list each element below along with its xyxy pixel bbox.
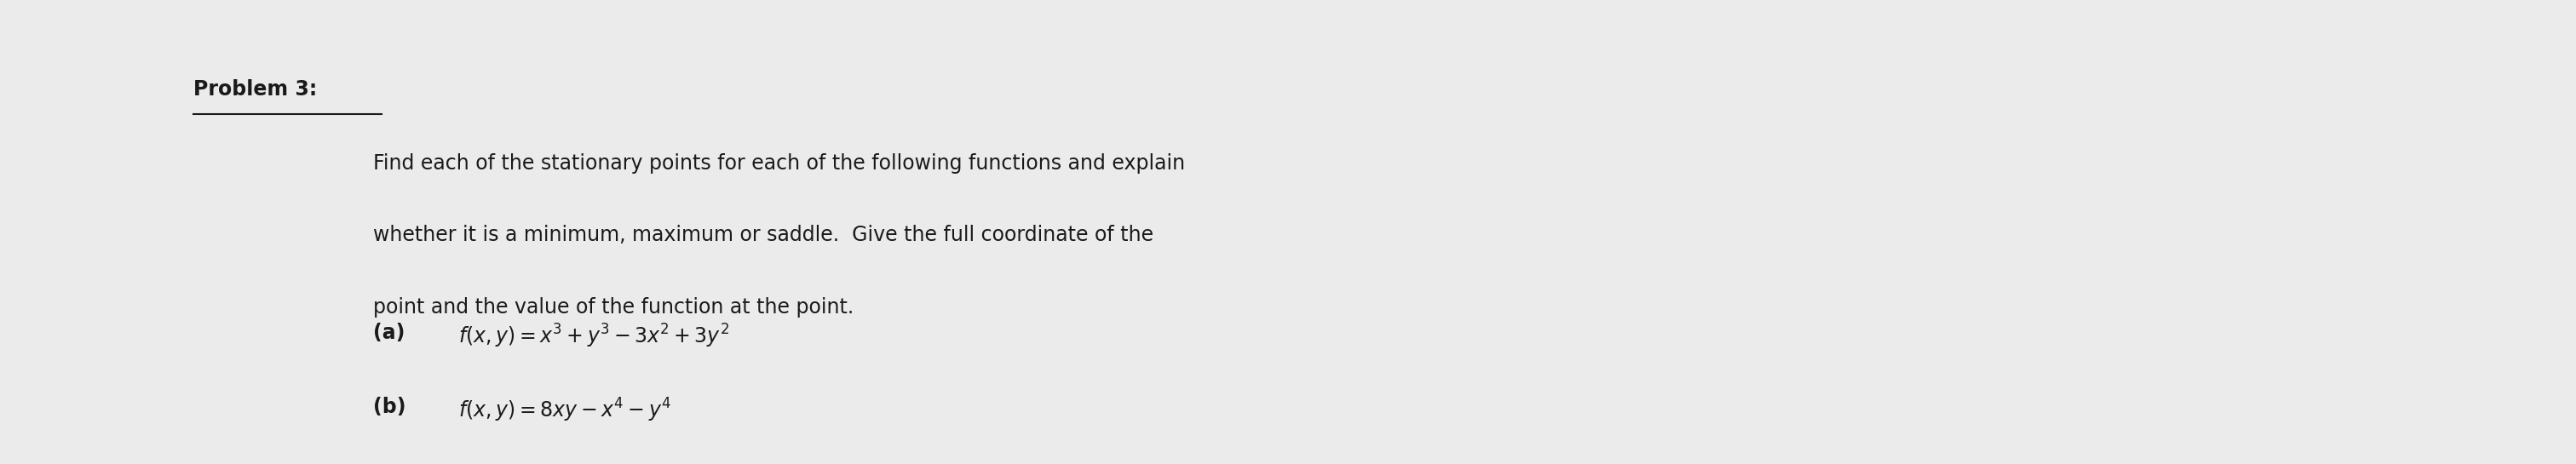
Text: $f(x, y) = x^3 + y^3 - 3x^2 + 3y^2$: $f(x, y) = x^3 + y^3 - 3x^2 + 3y^2$ — [459, 322, 729, 350]
Text: $f(x, y) = 8xy - x^4 - y^4$: $f(x, y) = 8xy - x^4 - y^4$ — [459, 397, 672, 424]
Text: (a): (a) — [374, 322, 404, 343]
Text: point and the value of the function at the point.: point and the value of the function at t… — [374, 297, 855, 317]
Text: (b): (b) — [374, 397, 407, 417]
Text: whether it is a minimum, maximum or saddle.  Give the full coordinate of the: whether it is a minimum, maximum or sadd… — [374, 225, 1154, 245]
Text: Find each of the stationary points for each of the following functions and expla: Find each of the stationary points for e… — [374, 153, 1185, 174]
Text: Problem 3:: Problem 3: — [193, 79, 317, 99]
